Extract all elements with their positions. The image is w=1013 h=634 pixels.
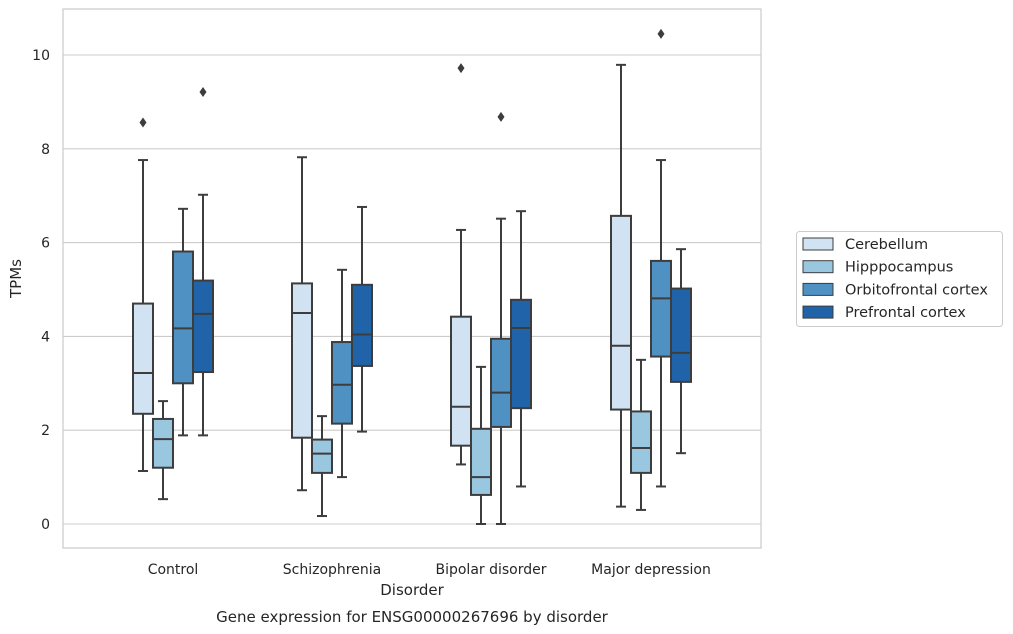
box-hipppocampus bbox=[470, 365, 492, 525]
iqr-box bbox=[172, 250, 194, 385]
outlier-point bbox=[457, 63, 465, 74]
box-prefrontal-cortex bbox=[510, 210, 532, 488]
legend: Cerebellum Hipppocampus Orbitofrontal cort… bbox=[796, 231, 1003, 327]
box-cerebellum bbox=[450, 63, 472, 466]
iqr-box bbox=[510, 298, 532, 410]
legend-frame bbox=[796, 231, 1003, 327]
iqr-box bbox=[351, 283, 373, 367]
outlier-point bbox=[199, 87, 207, 98]
x-tick-label: Schizophrenia bbox=[283, 562, 381, 578]
iqr-box bbox=[152, 417, 174, 469]
plot-area-frame bbox=[62, 8, 762, 549]
legend-swatch bbox=[802, 260, 834, 274]
y-tick-label: 4 bbox=[41, 329, 50, 345]
iqr-box bbox=[610, 214, 632, 411]
box-cerebellum bbox=[132, 117, 154, 473]
iqr-box bbox=[291, 282, 313, 439]
chart-caption: Gene expression for ENSG00000267696 by d… bbox=[216, 608, 609, 626]
outlier-point bbox=[497, 111, 505, 122]
y-tick-label: 10 bbox=[32, 48, 50, 64]
box-hipppocampus bbox=[630, 358, 652, 511]
y-tick-label: 2 bbox=[41, 423, 50, 439]
y-tick-label: 8 bbox=[41, 142, 50, 158]
y-axis-label: TPMs bbox=[7, 259, 25, 299]
box-prefrontal-cortex bbox=[670, 248, 692, 455]
iqr-box bbox=[650, 259, 672, 358]
x-tick-label: Major depression bbox=[591, 562, 711, 578]
box-layer bbox=[132, 28, 692, 525]
y-axis-ticks: 0 2 4 6 8 10 bbox=[32, 48, 50, 533]
x-tick-label: Bipolar disorder bbox=[435, 562, 546, 578]
legend-label: Orbitofrontal cortex bbox=[845, 282, 988, 298]
box-orbitofrontal-cortex bbox=[490, 111, 512, 525]
box-orbitofrontal-cortex bbox=[650, 28, 672, 488]
legend-swatch bbox=[802, 237, 834, 251]
box-hipppocampus bbox=[311, 415, 333, 518]
legend-swatch bbox=[802, 282, 834, 296]
legend-label: Prefrontal cortex bbox=[845, 305, 966, 321]
box-prefrontal-cortex bbox=[192, 87, 214, 437]
y-tick-label: 6 bbox=[41, 236, 50, 252]
legend-label: Hipppocampus bbox=[845, 260, 953, 276]
box-prefrontal-cortex bbox=[351, 205, 373, 433]
box-orbitofrontal-cortex bbox=[331, 268, 353, 479]
iqr-box bbox=[132, 302, 154, 415]
iqr-box bbox=[331, 341, 353, 425]
outlier-point bbox=[139, 117, 147, 128]
iqr-box bbox=[470, 427, 492, 496]
iqr-box bbox=[192, 279, 214, 374]
x-tick-label: Control bbox=[148, 562, 199, 578]
iqr-box bbox=[630, 410, 652, 474]
box-hipppocampus bbox=[152, 400, 174, 501]
box-cerebellum bbox=[610, 63, 632, 508]
legend-swatch bbox=[802, 305, 834, 319]
outlier-point bbox=[657, 28, 665, 39]
iqr-box bbox=[490, 337, 512, 428]
iqr-box bbox=[450, 315, 472, 447]
x-axis-ticks: Control Schizophrenia Bipolar disorder Majo… bbox=[148, 562, 711, 578]
legend-label: Cerebellum bbox=[845, 237, 928, 253]
iqr-box bbox=[670, 287, 692, 383]
iqr-box bbox=[311, 438, 333, 474]
box-cerebellum bbox=[291, 156, 313, 492]
x-axis-label: Disorder bbox=[380, 581, 444, 599]
y-tick-label: 0 bbox=[41, 517, 50, 533]
